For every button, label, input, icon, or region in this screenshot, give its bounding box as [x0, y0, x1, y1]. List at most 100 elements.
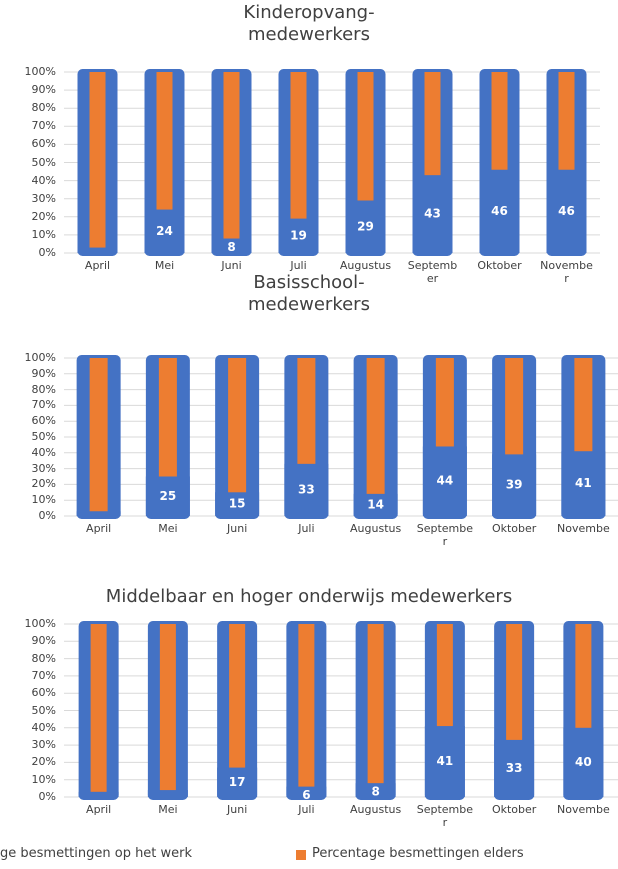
data-label: 19	[290, 228, 307, 242]
bar-segment	[89, 72, 106, 248]
chart-title: Kinderopvang- medewerkers	[243, 2, 375, 45]
bar-segment	[223, 72, 240, 239]
bar-segment	[479, 169, 520, 253]
x-tick-label: Septembe r	[416, 522, 474, 549]
y-tick-label: 60%	[31, 414, 56, 428]
data-label: 14	[367, 497, 384, 511]
x-tick-label: Juli	[290, 259, 307, 272]
x-tick-label: Oktober	[491, 803, 537, 816]
y-tick-label: 100%	[24, 617, 56, 630]
y-tick-label: 80%	[31, 651, 56, 665]
x-tick-label: Novembe	[557, 803, 610, 816]
bar-segment	[211, 238, 252, 253]
legend-label: Percentage besmettingen elders	[312, 846, 524, 861]
bar-segment	[77, 247, 118, 253]
x-tick-label: Novembe	[557, 522, 610, 535]
bar-segment	[284, 463, 329, 516]
bar-segment	[574, 358, 593, 452]
bar-segment	[563, 727, 604, 797]
data-label: 29	[357, 219, 374, 233]
y-tick-label: 70%	[31, 668, 56, 682]
y-tick-label: 30%	[31, 461, 56, 475]
bar-segment	[147, 790, 188, 797]
y-tick-label: 50%	[31, 703, 56, 717]
data-label: 46	[558, 204, 575, 218]
data-label: 46	[491, 204, 508, 218]
bar-segment	[229, 624, 246, 768]
bar-segment	[506, 624, 523, 740]
bar-segment	[505, 358, 524, 455]
bar-segment	[158, 358, 177, 477]
bar-segment	[76, 511, 121, 516]
bar-segment	[546, 169, 587, 253]
y-tick-label: 50%	[31, 430, 56, 443]
x-tick-label: Mei	[154, 259, 175, 272]
data-label: 41	[437, 754, 454, 768]
data-label: 25	[160, 489, 177, 503]
bar-segment	[217, 767, 258, 797]
y-tick-label: 20%	[31, 209, 56, 223]
data-label: 44	[437, 474, 454, 488]
x-tick-label: Novembe r	[540, 259, 593, 286]
bar-segment	[366, 358, 385, 494]
data-label: 43	[424, 207, 441, 221]
y-tick-label: 100%	[24, 351, 56, 364]
x-tick-label: Oktober	[477, 259, 522, 272]
y-tick-label: 90%	[31, 83, 56, 97]
x-tick-label: Oktober	[491, 522, 537, 535]
bar-segment	[286, 786, 327, 797]
bar-segment	[355, 783, 396, 797]
x-tick-label: April	[86, 803, 112, 816]
bar-segment	[435, 358, 454, 447]
bar-segment	[159, 624, 176, 791]
x-tick-label: Juli	[298, 803, 315, 816]
bar-segment	[156, 72, 173, 210]
y-tick-label: 40%	[31, 173, 56, 187]
x-tick-label: April	[84, 259, 111, 272]
y-tick-label: 80%	[31, 382, 56, 396]
y-tick-label: 70%	[31, 398, 56, 412]
chart-title: Middelbaar en hoger onderwijs medewerker…	[105, 586, 513, 607]
y-tick-label: 0%	[38, 790, 56, 803]
x-tick-label: Mei	[158, 803, 178, 816]
bar-segment	[290, 72, 307, 219]
data-label: 40	[575, 755, 592, 769]
data-label: 8	[371, 785, 379, 799]
x-tick-label: Mei	[158, 522, 178, 535]
chart-title: Basisschool- medewerkers	[248, 272, 370, 315]
y-tick-label: 40%	[31, 445, 56, 459]
y-tick-label: 20%	[31, 477, 56, 491]
data-label: 24	[156, 224, 173, 238]
bar-segment	[89, 358, 108, 512]
bar-segment	[353, 493, 398, 516]
data-label: 41	[575, 476, 592, 490]
data-label: 6	[302, 788, 310, 802]
data-label: 17	[229, 775, 246, 789]
bar-segment	[494, 739, 535, 797]
y-tick-label: 0%	[38, 246, 56, 259]
bar-segment	[357, 72, 374, 201]
bar-segment	[144, 209, 185, 253]
x-tick-label: Augustus	[339, 259, 392, 272]
bar-segment	[145, 476, 190, 516]
y-tick-label: 10%	[31, 493, 56, 507]
y-tick-label: 70%	[31, 119, 56, 133]
x-tick-label: Augustus	[350, 803, 402, 816]
data-label: 33	[298, 482, 315, 496]
data-label: 33	[506, 761, 523, 775]
x-tick-label: Juni	[227, 803, 248, 816]
data-label: 8	[227, 240, 235, 254]
y-tick-label: 90%	[31, 634, 56, 648]
y-tick-label: 30%	[31, 738, 56, 752]
x-tick-label: Septembe r	[416, 803, 474, 830]
bar-segment	[367, 624, 384, 784]
bar-segment	[491, 72, 508, 170]
x-tick-label: April	[86, 522, 112, 535]
bar-segment	[345, 200, 386, 253]
y-tick-label: 90%	[31, 366, 56, 380]
bar-segment	[278, 218, 319, 253]
bar-segment	[228, 358, 247, 493]
bar-segment	[424, 726, 465, 797]
